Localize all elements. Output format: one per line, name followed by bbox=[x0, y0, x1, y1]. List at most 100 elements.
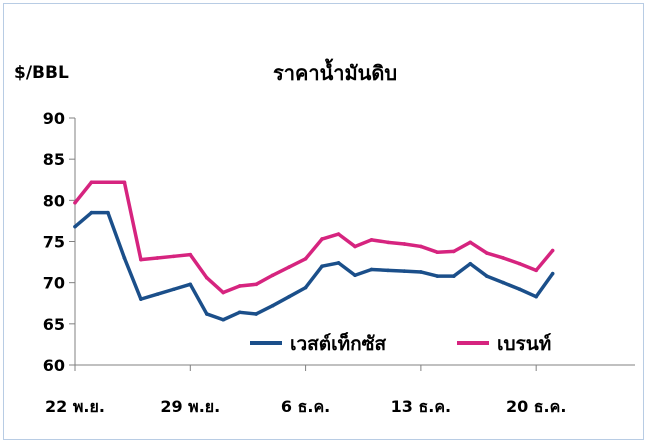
series-2-point bbox=[402, 242, 407, 246]
series-1-segment bbox=[237, 310, 258, 316]
series-2-point bbox=[501, 256, 505, 260]
series-2-point bbox=[155, 256, 160, 260]
series-2-segment bbox=[419, 244, 440, 254]
series-1-point bbox=[89, 210, 94, 215]
series-1-segment bbox=[534, 271, 555, 299]
series-2-segment bbox=[452, 240, 473, 254]
series-1-segment bbox=[254, 303, 275, 316]
x-tick-label: 20 ธ.ค. bbox=[506, 397, 566, 416]
series-2-segment bbox=[485, 251, 505, 260]
series-1-point bbox=[188, 282, 193, 287]
series-1-point bbox=[550, 271, 555, 276]
series-2-segment bbox=[336, 232, 357, 249]
legend-label: เบรนท์ bbox=[497, 333, 551, 355]
series-2-segment bbox=[139, 256, 160, 262]
series-1-point bbox=[452, 274, 456, 278]
series-1-segment bbox=[353, 267, 374, 278]
series-2-point bbox=[353, 244, 357, 249]
series-2-point bbox=[485, 251, 489, 255]
series-2-point bbox=[270, 273, 275, 278]
series-1-segment bbox=[287, 285, 308, 299]
x-tick-label: 22 พ.ย. bbox=[45, 397, 105, 416]
series-2-point bbox=[534, 268, 538, 273]
series-1-point bbox=[270, 303, 275, 308]
series-1-segment bbox=[303, 264, 324, 290]
series-2-segment bbox=[270, 265, 291, 278]
series-1-segment bbox=[221, 310, 242, 322]
series-1-segment bbox=[172, 282, 193, 292]
series-1-segment bbox=[452, 261, 473, 278]
series-1-segment bbox=[369, 267, 390, 273]
series-1 bbox=[73, 210, 555, 322]
series-2-segment bbox=[320, 232, 341, 241]
series-1-point bbox=[485, 274, 489, 278]
series-2-segment bbox=[303, 237, 324, 261]
series-1-point bbox=[501, 280, 505, 285]
series-2-segment bbox=[122, 180, 143, 262]
series-2-segment bbox=[435, 249, 456, 254]
series-2-point bbox=[468, 240, 473, 245]
series-2-segment bbox=[221, 284, 242, 295]
series-1-point bbox=[303, 285, 308, 290]
series-2-point bbox=[386, 240, 390, 245]
series-2-point bbox=[550, 248, 555, 253]
series-2-point bbox=[303, 257, 308, 261]
series-2-point bbox=[188, 252, 193, 257]
series-1-segment bbox=[419, 270, 440, 278]
series-2-point bbox=[205, 275, 209, 280]
x-tick-label: 13 ธ.ค. bbox=[391, 397, 451, 416]
series-1-point bbox=[517, 287, 522, 292]
series-1-point bbox=[106, 210, 110, 215]
series-1-point bbox=[237, 310, 242, 315]
series-2-point bbox=[517, 261, 522, 266]
series-layer bbox=[73, 180, 555, 322]
series-2-segment bbox=[517, 261, 538, 273]
series-2-segment bbox=[205, 275, 225, 295]
series-1-point bbox=[122, 256, 127, 260]
series-1-point bbox=[386, 268, 390, 273]
series-1-segment bbox=[106, 210, 127, 260]
series-2-point bbox=[287, 265, 291, 269]
series-2-point bbox=[106, 180, 110, 184]
chart-title: ราคาน้ำมันดิบ bbox=[273, 58, 397, 85]
series-2 bbox=[73, 180, 555, 295]
chart-frame bbox=[3, 3, 644, 440]
series-2-segment bbox=[172, 252, 193, 259]
series-2-point bbox=[320, 237, 324, 241]
series-2-point bbox=[139, 257, 143, 262]
series-1-segment bbox=[501, 280, 522, 292]
series-1-point bbox=[534, 294, 538, 299]
series-1-segment bbox=[402, 269, 423, 274]
y-tick-label: 80 bbox=[43, 191, 65, 210]
series-2-point bbox=[237, 284, 242, 288]
series-1-segment bbox=[485, 274, 505, 285]
series-1-segment bbox=[320, 261, 341, 268]
series-1-point bbox=[254, 312, 258, 316]
series-1-segment bbox=[188, 282, 209, 316]
series-2-point bbox=[89, 180, 94, 184]
x-tick-label: 29 พ.ย. bbox=[160, 397, 220, 416]
series-1-point bbox=[320, 264, 324, 268]
series-2-point bbox=[452, 249, 456, 254]
series-1-segment bbox=[205, 312, 225, 322]
series-2-point bbox=[73, 201, 77, 205]
y-tick-label: 85 bbox=[43, 150, 65, 169]
y-tick-label: 70 bbox=[43, 274, 65, 293]
series-1-segment bbox=[517, 287, 538, 299]
series-2-segment bbox=[386, 240, 407, 246]
series-1-segment bbox=[468, 261, 489, 278]
series-2-segment bbox=[501, 256, 522, 266]
series-2-point bbox=[122, 180, 127, 184]
series-2-segment bbox=[237, 282, 258, 288]
series-1-point bbox=[221, 317, 225, 322]
series-1-point bbox=[402, 269, 407, 273]
series-2-segment bbox=[402, 242, 423, 249]
series-1-point bbox=[435, 274, 440, 278]
series-2-segment bbox=[254, 273, 275, 287]
series-1-point bbox=[172, 287, 176, 292]
series-2-segment bbox=[369, 238, 390, 245]
series-1-point bbox=[139, 297, 143, 301]
series-1-segment bbox=[73, 210, 94, 229]
series-1-segment bbox=[336, 261, 357, 278]
legend-item-2: เบรนท์ bbox=[457, 333, 551, 355]
